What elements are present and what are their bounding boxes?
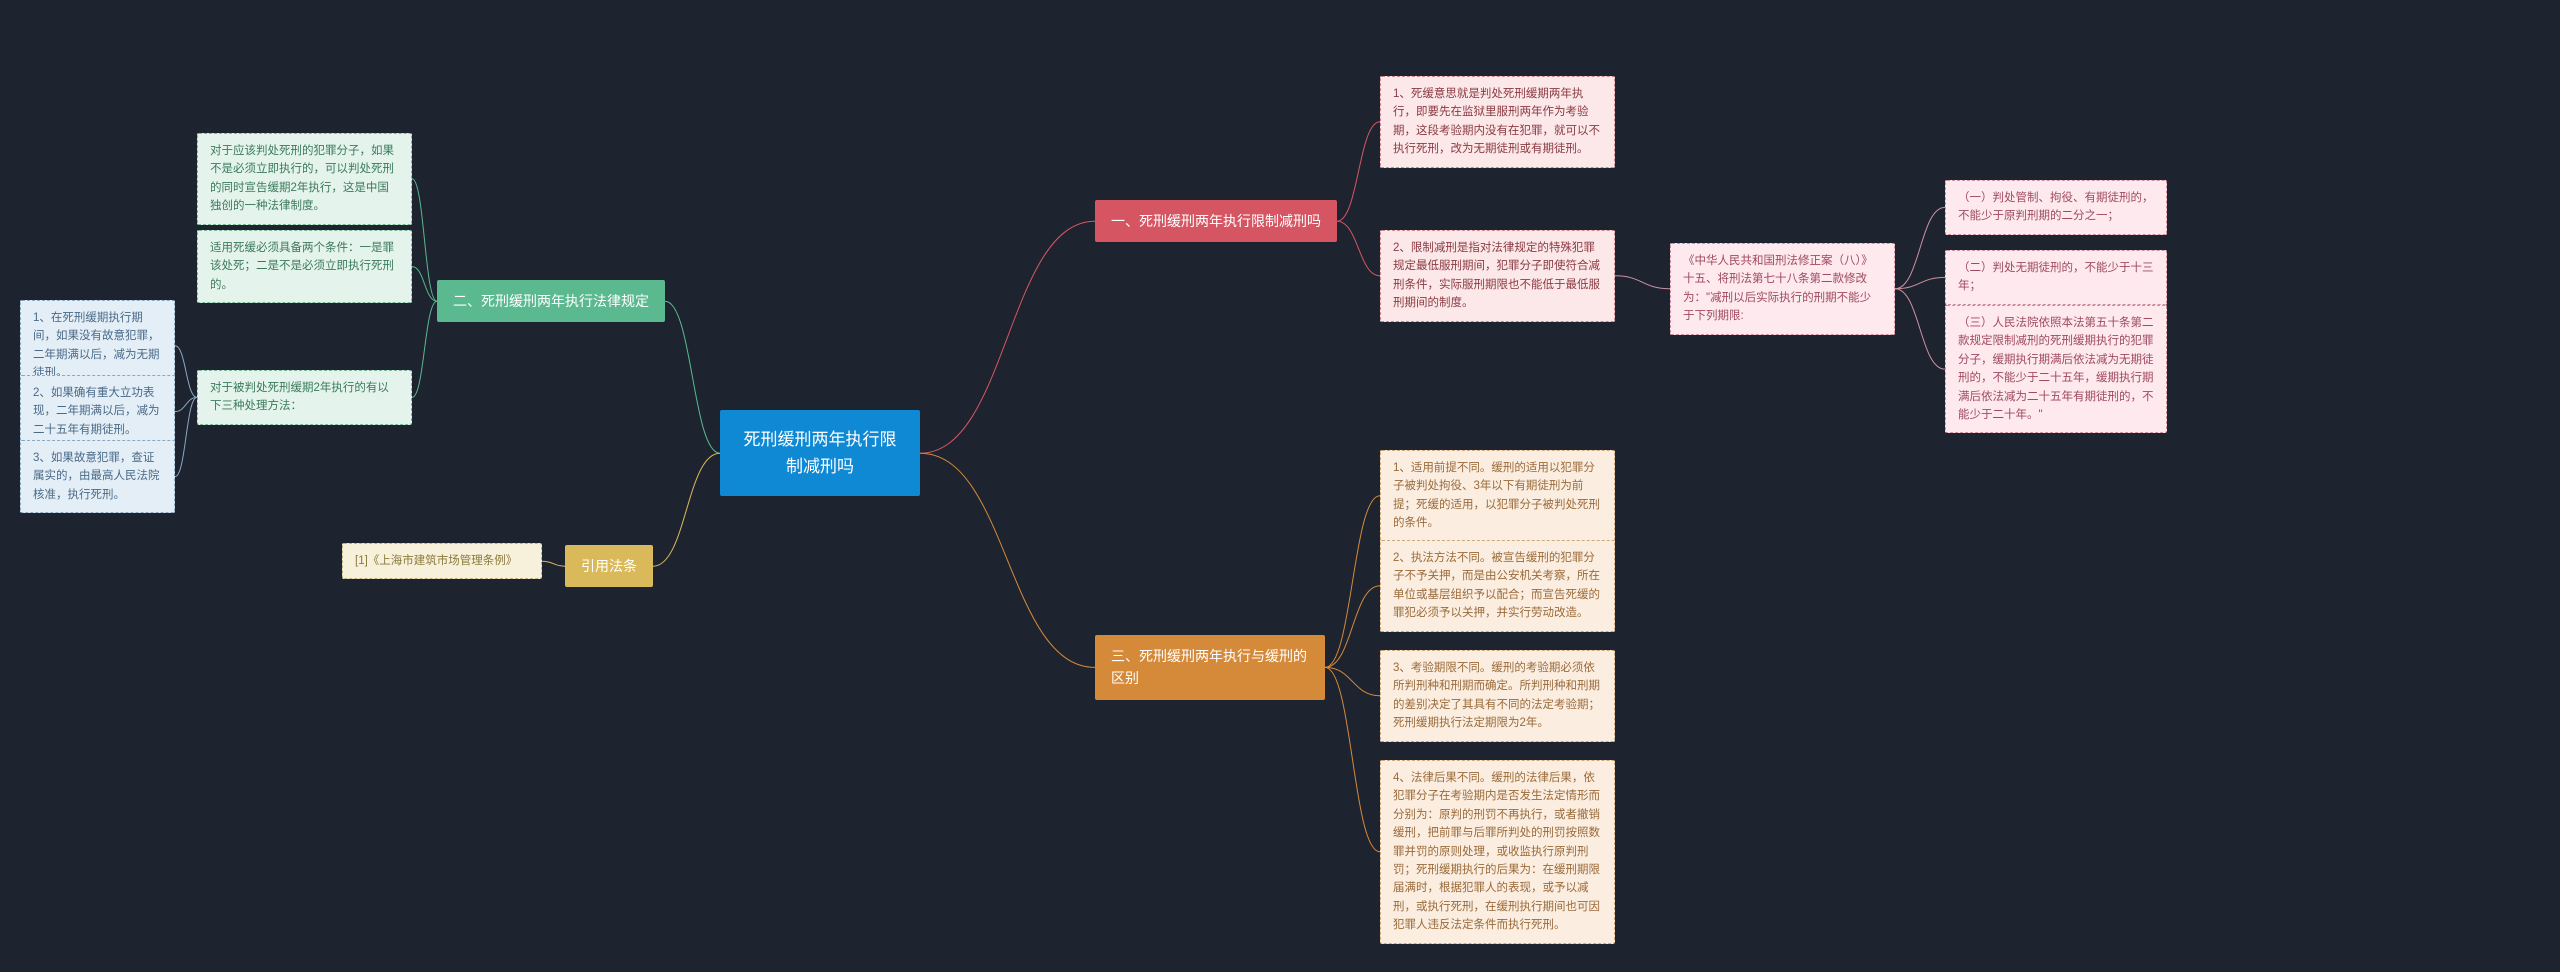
branch-4-leaf-4: 4、法律后果不同。缓刑的法律后果，依犯罪分子在考验期内是否发生法定情形而分别为：… (1380, 760, 1615, 944)
branch-4-leaf-3: 3、考验期限不同。缓刑的考验期必须依所判刑种和刑期而确定。所判刑种和刑期的差别决… (1380, 650, 1615, 742)
branch-1-leaf-2-child-a: （一）判处管制、拘役、有期徒刑的，不能少于原判刑期的二分之一； (1945, 180, 2167, 235)
branch-1-leaf-1: 1、死缓意思就是判处死刑缓期两年执行，即要先在监狱里服刑两年作为考验期，这段考验… (1380, 76, 1615, 168)
branch-1-leaf-2-child-b: （二）判处无期徒刑的，不能少于十三年； (1945, 250, 2167, 305)
branch-2: 二、死刑缓刑两年执行法律规定 (437, 280, 665, 322)
branch-3: 引用法条 (565, 545, 653, 587)
branch-4: 三、死刑缓刑两年执行与缓刑的区别 (1095, 635, 1325, 700)
branch-2-leaf-1: 对于应该判处死刑的犯罪分子，如果不是必须立即执行的，可以判处死刑的同时宣告缓期2… (197, 133, 412, 225)
branch-1: 一、死刑缓刑两年执行限制减刑吗 (1095, 200, 1337, 242)
branch-1-leaf-2-child: 《中华人民共和国刑法修正案（八）》十五、将刑法第七十八条第二款修改为："减刑以后… (1670, 243, 1895, 335)
branch-2-leaf-3: 对于被判处死刑缓期2年执行的有以下三种处理方法： (197, 370, 412, 425)
branch-1-leaf-2: 2、限制减刑是指对法律规定的特殊犯罪规定最低服刑期间，犯罪分子即使符合减刑条件，… (1380, 230, 1615, 322)
branch-4-leaf-1: 1、适用前提不同。缓刑的适用以犯罪分子被判处拘役、3年以下有期徒刑为前提；死缓的… (1380, 450, 1615, 542)
branch-2-leaf-2: 适用死缓必须具备两个条件：一是罪该处死；二是不是必须立即执行死刑的。 (197, 230, 412, 303)
branch-4-leaf-2: 2、执法方法不同。被宣告缓刑的犯罪分子不予关押，而是由公安机关考察，所在单位或基… (1380, 540, 1615, 632)
root-node: 死刑缓刑两年执行限制减刑吗 (720, 410, 920, 496)
branch-2-leaf-3-b: 2、如果确有重大立功表现，二年期满以后，减为二十五年有期徒刑。 (20, 375, 175, 448)
branch-2-leaf-3-c: 3、如果故意犯罪，查证属实的，由最高人民法院核准，执行死刑。 (20, 440, 175, 513)
branch-1-leaf-2-child-c: （三）人民法院依照本法第五十条第二款规定限制减刑的死刑缓期执行的犯罪分子，缓期执… (1945, 305, 2167, 433)
branch-3-leaf-1: [1]《上海市建筑市场管理条例》 (342, 543, 542, 579)
